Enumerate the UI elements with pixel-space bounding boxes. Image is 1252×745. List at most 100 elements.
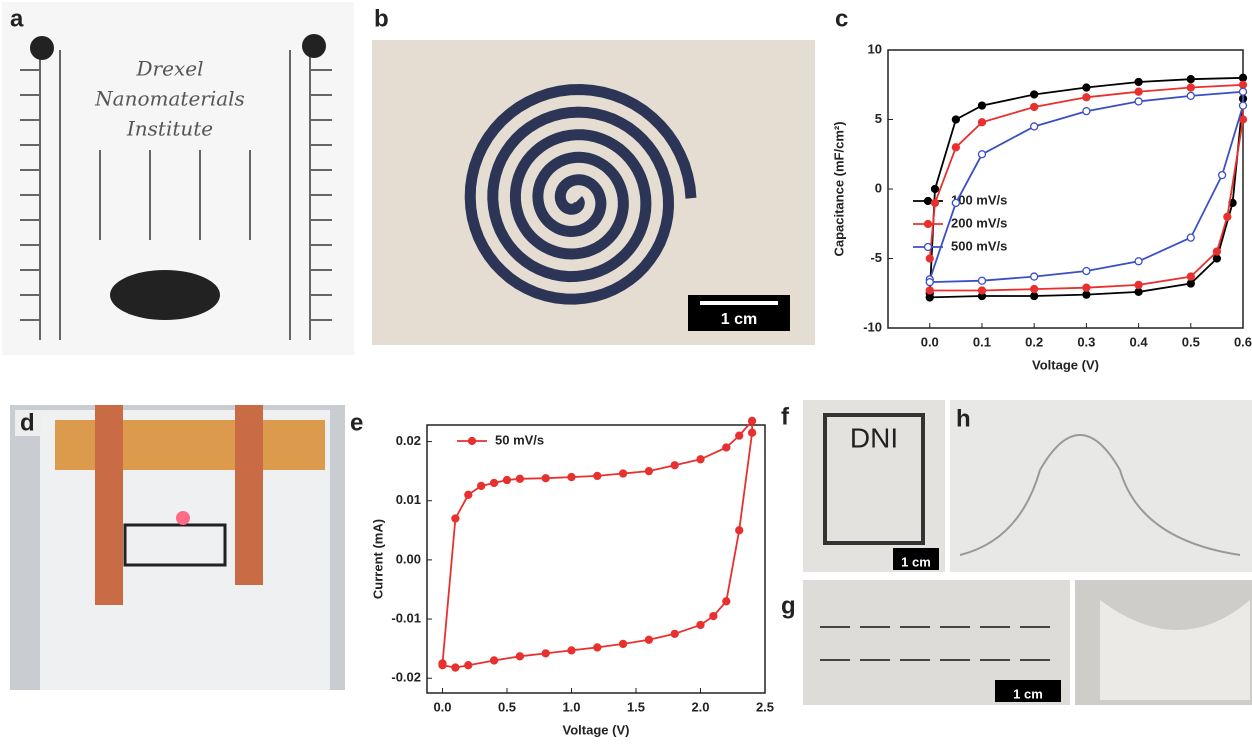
panel-label: f	[781, 403, 790, 430]
marker	[696, 620, 705, 630]
y-tick-label: -0.02	[391, 670, 421, 685]
marker	[747, 428, 757, 437]
marker	[1082, 93, 1091, 102]
x-tick-label: 0.6	[1234, 334, 1252, 349]
marker	[451, 514, 460, 523]
y-tick-label: -0.01	[391, 610, 421, 625]
marker	[1186, 83, 1195, 92]
marker	[1238, 73, 1248, 82]
marker	[1186, 279, 1195, 288]
marker	[925, 254, 934, 263]
y-tick-label: 10	[868, 41, 882, 56]
label-box	[15, 410, 41, 436]
marker	[1082, 283, 1091, 292]
plot-frame	[426, 424, 766, 694]
y-tick-label: 0	[875, 180, 882, 195]
series-line	[928, 90, 1244, 283]
legend-label: 50 mV/s	[495, 432, 544, 447]
y-axis-label: Current (mA)	[370, 519, 385, 599]
legend-label: 500 mV/s	[951, 238, 1007, 253]
film	[959, 434, 1241, 556]
logo-text: Drexel	[136, 57, 204, 81]
x-tick-label: 0.5	[498, 699, 516, 714]
marker	[1030, 291, 1039, 301]
marker	[1082, 266, 1091, 276]
marker	[1217, 170, 1227, 180]
marker	[1238, 115, 1248, 124]
x-tick-label: 0.0	[921, 334, 939, 349]
comb-pattern	[20, 50, 332, 340]
legend-marker	[923, 219, 933, 229]
marker	[1186, 233, 1195, 242]
marker	[977, 286, 987, 295]
marker	[515, 652, 525, 661]
x-tick-label: 0.5	[1182, 334, 1200, 349]
marker	[930, 198, 940, 208]
marker	[1082, 83, 1091, 92]
marker	[1223, 212, 1232, 221]
marker	[977, 276, 987, 285]
marker	[722, 597, 731, 606]
marker	[1238, 101, 1248, 110]
photo-h	[950, 400, 1252, 572]
electrode-dot	[302, 34, 326, 58]
marker	[670, 629, 679, 638]
logo-text: Institute	[126, 117, 213, 141]
marker	[925, 293, 934, 302]
marker	[489, 656, 499, 665]
series-line	[441, 418, 753, 669]
y-axis-label: Capacitance (mF/cm²)	[831, 121, 846, 256]
marker	[438, 661, 447, 670]
marker	[722, 443, 731, 452]
marker	[747, 416, 757, 426]
marker	[1186, 91, 1195, 101]
panel-label: d	[20, 409, 35, 436]
legend-label: 200 mV/s	[951, 215, 1007, 230]
circuit	[820, 626, 1060, 661]
marker	[567, 646, 576, 655]
legend-marker	[923, 242, 933, 252]
marker	[593, 471, 602, 481]
scale-bar-label: 1 cm	[1013, 686, 1043, 701]
panel-label: b	[374, 5, 389, 32]
x-tick-label: 2.5	[756, 699, 774, 714]
x-tick-label: 0.4	[1130, 334, 1149, 349]
film	[1100, 600, 1250, 700]
marker	[1134, 280, 1143, 290]
legend-label: 100 mV/s	[951, 192, 1007, 207]
marker	[515, 474, 525, 483]
marker	[696, 455, 705, 464]
marker	[1134, 87, 1143, 96]
marker	[977, 150, 987, 159]
x-tick-label: 0.2	[1025, 334, 1043, 349]
scale-bar-label: 1 cm	[721, 311, 757, 328]
marker	[1030, 284, 1039, 294]
x-tick-label: 2.0	[691, 699, 709, 714]
x-tick-label: 0.3	[1077, 334, 1095, 349]
marker	[670, 461, 679, 470]
marker	[977, 118, 987, 127]
marker	[930, 184, 940, 194]
marker	[1186, 75, 1195, 84]
x-tick-label: 0.1	[973, 334, 991, 349]
dragon-logo	[110, 270, 220, 320]
legend-marker	[467, 436, 477, 446]
copper-tape	[95, 405, 123, 605]
marker	[925, 286, 934, 295]
logo-text: Nanomaterials	[94, 87, 245, 111]
x-axis-label: Voltage (V)	[1032, 357, 1099, 372]
marker	[464, 661, 473, 670]
marker	[1212, 254, 1222, 263]
marker	[735, 526, 744, 535]
panel-label: h	[956, 405, 971, 432]
marker	[1238, 80, 1248, 89]
y-tick-label: -5	[870, 250, 882, 265]
marker	[1082, 107, 1091, 116]
marker	[1134, 257, 1143, 266]
marker	[925, 277, 934, 287]
panel-label: g	[781, 592, 796, 619]
marker	[644, 635, 654, 644]
y-tick-label: 5	[875, 111, 882, 126]
scale-bar-box	[995, 680, 1061, 702]
